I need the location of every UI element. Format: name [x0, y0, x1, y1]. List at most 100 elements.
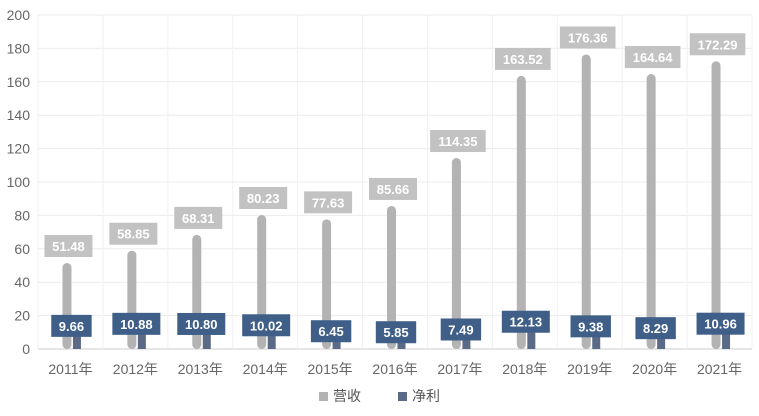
- bar-net-profit: [657, 335, 666, 349]
- bar-net-profit: [267, 332, 276, 349]
- data-label-net-profit-box: [242, 314, 291, 337]
- x-tick-label: 2011年: [48, 361, 92, 377]
- y-tick-label: 180: [7, 40, 31, 56]
- data-label-net-profit: 5.85: [375, 321, 417, 344]
- data-label-revenue: 58.85: [109, 222, 158, 245]
- data-label-net-profit: 10.02: [242, 314, 291, 337]
- bar-net-profit: [332, 338, 341, 349]
- data-label-net-profit-box: [570, 315, 611, 338]
- data-label-revenue-box: [430, 130, 486, 153]
- data-label-net-profit: 9.38: [570, 315, 611, 338]
- data-labels: 51.48 9.66 58.85 10.88 68.31 10.80 80.23 10.02 7…: [44, 26, 746, 344]
- data-label-net-profit-text: 9.38: [578, 319, 603, 334]
- data-label-net-profit: 12.13: [501, 310, 550, 333]
- bar-net-profit: [592, 333, 601, 349]
- data-label-net-profit-text: 6.45: [318, 324, 343, 339]
- bar-net-profit: [397, 339, 406, 349]
- data-label-revenue-box: [304, 191, 353, 214]
- data-label-net-profit-box: [177, 312, 226, 335]
- bar-revenue: [581, 54, 591, 350]
- bar-net-profit: [722, 330, 731, 349]
- legend-swatch-revenue: [319, 392, 328, 401]
- data-label-revenue: 172.29: [689, 33, 746, 56]
- y-tick-label: 80: [14, 207, 30, 223]
- data-label-net-profit-box: [375, 321, 417, 344]
- data-label-net-profit-text: 10.88: [120, 317, 153, 332]
- y-tick-label: 100: [7, 174, 31, 190]
- x-tick-label: 2013年: [178, 361, 223, 377]
- data-label-net-profit: 8.29: [635, 317, 676, 340]
- data-label-revenue-box: [559, 26, 616, 49]
- data-label-net-profit: 9.66: [51, 314, 92, 337]
- bar-net-profit: [137, 330, 146, 349]
- legend-label-net-profit: 净利: [412, 388, 440, 404]
- grid: [37, 14, 753, 350]
- data-label-revenue-text: 114.35: [438, 134, 477, 149]
- data-label-revenue-text: 164.64: [633, 50, 674, 65]
- x-tick-label: 2014年: [243, 361, 288, 377]
- data-label-net-profit-text: 5.85: [383, 325, 408, 340]
- x-tick-label: 2018年: [502, 361, 547, 377]
- x-tick-label: 2016年: [372, 361, 417, 377]
- bar-revenue: [387, 205, 396, 349]
- data-label-revenue-text: 163.52: [503, 52, 543, 67]
- data-label-revenue-box: [44, 235, 93, 258]
- data-label-net-profit-box: [440, 318, 482, 341]
- data-label-net-profit-text: 7.49: [448, 322, 473, 337]
- data-label-net-profit: 10.88: [112, 312, 161, 335]
- data-label-net-profit-text: 10.96: [704, 317, 737, 332]
- y-tick-label: 120: [7, 141, 31, 157]
- x-axis: 2011年 2012年 2013年 2014年 2015年 2016年 2017年 2018年…: [48, 361, 742, 377]
- x-tick-label: 2012年: [113, 361, 158, 377]
- bar-net-profit: [462, 336, 471, 349]
- data-label-revenue-text: 58.85: [117, 227, 150, 242]
- bar-net-profit: [527, 328, 536, 349]
- legend-label-revenue: 营收: [333, 388, 361, 404]
- data-label-net-profit: 10.80: [177, 312, 226, 335]
- bar-revenue: [711, 61, 721, 350]
- y-tick-label: 0: [22, 341, 30, 357]
- data-label-revenue-box: [109, 222, 158, 245]
- data-label-net-profit-box: [635, 317, 676, 340]
- data-label-revenue-box: [689, 33, 746, 56]
- data-label-revenue-text: 51.48: [52, 239, 85, 254]
- data-label-net-profit-text: 10.02: [250, 318, 283, 333]
- data-label-net-profit-text: 12.13: [510, 315, 543, 330]
- data-label-revenue: 51.48: [44, 235, 93, 258]
- bar-revenue: [516, 75, 526, 349]
- y-tick-label: 60: [14, 241, 30, 257]
- bar-revenue: [451, 158, 461, 349]
- data-label-net-profit-text: 10.80: [185, 317, 218, 332]
- data-label-revenue-box: [495, 47, 551, 70]
- data-label-revenue: 164.64: [624, 46, 681, 69]
- data-label-revenue-box: [624, 46, 681, 69]
- x-tick-label: 2019年: [567, 361, 612, 377]
- data-label-revenue: 176.36: [559, 26, 616, 49]
- data-label-revenue-box: [174, 206, 223, 229]
- data-label-revenue: 85.66: [369, 177, 417, 200]
- legend-item-net-profit: 净利: [398, 388, 440, 404]
- data-label-net-profit: 10.96: [696, 312, 745, 335]
- bar-net-profit: [202, 330, 211, 349]
- y-tick-label: 200: [7, 7, 31, 23]
- x-tick-label: 2020年: [632, 361, 677, 377]
- data-label-net-profit-box: [310, 320, 352, 343]
- data-label-net-profit-box: [51, 314, 92, 337]
- bars: [62, 54, 731, 350]
- data-label-revenue-text: 77.63: [312, 195, 345, 210]
- x-tick-label: 2017年: [437, 361, 482, 377]
- data-label-net-profit-box: [696, 312, 745, 335]
- data-label-revenue-text: 176.36: [568, 30, 608, 45]
- bar-revenue: [322, 219, 332, 349]
- data-label-revenue-text: 85.66: [377, 182, 410, 197]
- legend-item-revenue: 营收: [319, 388, 361, 404]
- data-label-revenue-text: 172.29: [698, 37, 738, 52]
- data-label-revenue: 80.23: [239, 187, 288, 210]
- data-label-net-profit: 7.49: [440, 318, 482, 341]
- data-label-revenue-box: [369, 177, 417, 200]
- data-label-revenue-text: 80.23: [247, 191, 280, 206]
- data-label-revenue: 114.35: [430, 130, 486, 153]
- data-label-revenue-box: [239, 187, 288, 210]
- legend-swatch-net-profit: [398, 392, 407, 401]
